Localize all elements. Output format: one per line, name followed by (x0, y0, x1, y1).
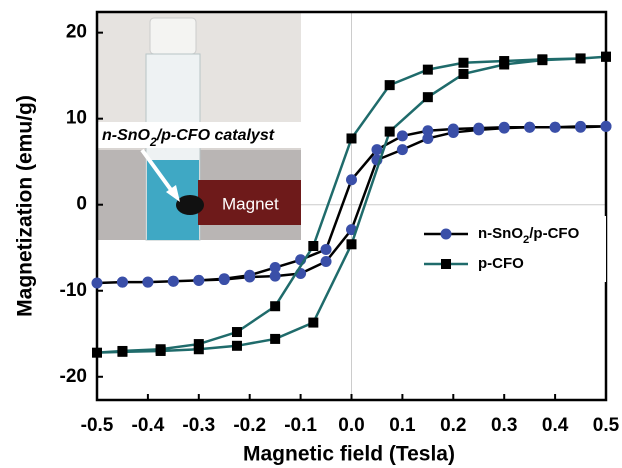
vial-cap (149, 17, 197, 55)
x-tick-label: 0.1 (389, 415, 416, 436)
marker (600, 120, 612, 132)
marker (524, 121, 536, 133)
y-tick-label: 10 (66, 108, 87, 129)
marker (346, 174, 357, 186)
x-axis-label: Magnetic field (Tesla) (243, 443, 455, 466)
y-axis-label: Magnetization (emu/g) (14, 95, 37, 317)
arrow-shaft (140, 148, 176, 196)
marker (116, 276, 128, 288)
marker (155, 345, 166, 356)
marker (549, 121, 561, 133)
marker (384, 126, 395, 137)
marker (537, 55, 548, 66)
marker (371, 144, 383, 156)
y-tick-label: -10 (60, 280, 87, 301)
arrow-head (166, 185, 180, 202)
marker (91, 277, 103, 289)
marker (422, 125, 434, 137)
marker (384, 80, 395, 91)
legend-marker (441, 259, 451, 269)
x-tick-label: 0.3 (491, 415, 517, 436)
marker (269, 262, 281, 274)
annotation: n-SnO2/p-CFO catalyst (102, 127, 275, 149)
marker (308, 241, 319, 252)
x-tick-label: 0.4 (542, 415, 569, 436)
marker (270, 333, 281, 344)
marker (167, 275, 179, 287)
marker (231, 327, 242, 338)
legend-marker (440, 228, 452, 240)
x-tick-label: 0.2 (440, 415, 466, 436)
catalyst-deposit (176, 195, 204, 215)
marker (458, 68, 469, 79)
x-tick-label: -0.5 (81, 415, 114, 436)
marker (422, 64, 433, 75)
marker (193, 344, 204, 355)
marker (396, 130, 408, 142)
marker (346, 239, 357, 250)
marker (473, 124, 485, 136)
legend-label: p-CFO (478, 255, 524, 272)
marker (92, 347, 102, 358)
marker (320, 243, 332, 255)
marker (244, 271, 256, 283)
marker (422, 132, 434, 144)
x-tick-label: -0.2 (233, 415, 266, 436)
y-tick-label: 20 (66, 22, 87, 43)
marker (269, 270, 281, 282)
legend-box (416, 216, 606, 282)
label-strip (98, 122, 301, 148)
plot-frame (95, 10, 608, 402)
marker (498, 122, 510, 134)
x-tick-label: -0.4 (132, 415, 165, 436)
annotation: Magnet (222, 194, 279, 213)
marker (320, 255, 332, 267)
x-tick-label: -0.1 (284, 415, 317, 436)
marker (308, 317, 319, 328)
marker (218, 274, 230, 286)
marker (193, 274, 205, 286)
marker (499, 59, 510, 70)
marker (193, 339, 204, 350)
marker (117, 346, 128, 357)
x-tick-label: 0.5 (593, 415, 620, 436)
marker (270, 301, 281, 312)
marker (422, 92, 433, 103)
marker (142, 276, 154, 288)
y-tick-label: 0 (76, 194, 87, 215)
y-tick-label: -20 (60, 366, 87, 387)
x-tick-label: -0.3 (182, 415, 215, 436)
marker (231, 340, 242, 351)
marker (601, 51, 611, 62)
marker (458, 57, 469, 68)
marker (346, 133, 357, 144)
marker (575, 53, 586, 64)
x-tick-label: 0.0 (338, 415, 364, 436)
inset-photo (98, 13, 301, 241)
legend-label: n-SnO2/p-CFO (478, 225, 580, 246)
marker (447, 126, 459, 138)
marker (396, 144, 408, 156)
marker (575, 121, 587, 133)
magnet-block (198, 180, 301, 225)
